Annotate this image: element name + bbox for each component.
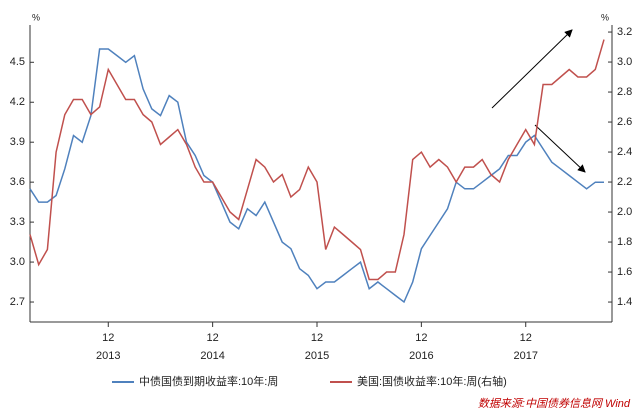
year-label: 2014 <box>200 350 224 362</box>
y-tick-label: 3.6 <box>10 176 25 188</box>
year-label: 2015 <box>305 350 329 362</box>
y2-tick-label: 3.0 <box>617 56 632 68</box>
y-tick-label: 3.3 <box>10 216 25 228</box>
x-tick-label: 12 <box>102 332 114 344</box>
y2-tick-label: 1.6 <box>617 266 632 278</box>
x-tick-label: 12 <box>415 332 427 344</box>
year-label: 2016 <box>409 350 433 362</box>
arrow <box>534 124 586 173</box>
series-line <box>29 48 604 304</box>
legend-label: 美国:国债收益率:10年:周(右轴) <box>357 374 507 388</box>
y2-tick-label: 2.0 <box>617 206 632 218</box>
y2-tick-label: 2.2 <box>617 176 632 188</box>
legend-label: 中债国债到期收益率:10年:周 <box>139 374 278 388</box>
arrow <box>491 29 573 109</box>
y2-tick-label: 3.2 <box>617 26 632 38</box>
y2-tick-label: 2.6 <box>617 116 632 128</box>
year-label: 2013 <box>96 350 120 362</box>
y-tick-label: 3.9 <box>10 136 25 148</box>
y-tick-label: 4.2 <box>10 96 25 108</box>
y2-tick-label: 2.8 <box>617 86 632 98</box>
source: 数据来源:中国债券信息网 Wind <box>478 397 631 410</box>
y2-tick-label: 1.4 <box>617 296 632 308</box>
y-unit: % <box>32 12 40 22</box>
x-tick-label: 12 <box>207 332 219 344</box>
y-tick-label: 4.5 <box>10 56 25 68</box>
x-tick-label: 12 <box>311 332 323 344</box>
y2-tick-label: 2.4 <box>617 146 632 158</box>
y-tick-label: 2.7 <box>10 296 25 308</box>
y-tick-label: 3.0 <box>10 256 25 268</box>
y2-unit: % <box>601 12 609 22</box>
x-tick-label: 12 <box>520 332 532 344</box>
y2-tick-label: 1.8 <box>617 236 632 248</box>
series-line <box>29 39 605 281</box>
year-label: 2017 <box>513 350 537 362</box>
